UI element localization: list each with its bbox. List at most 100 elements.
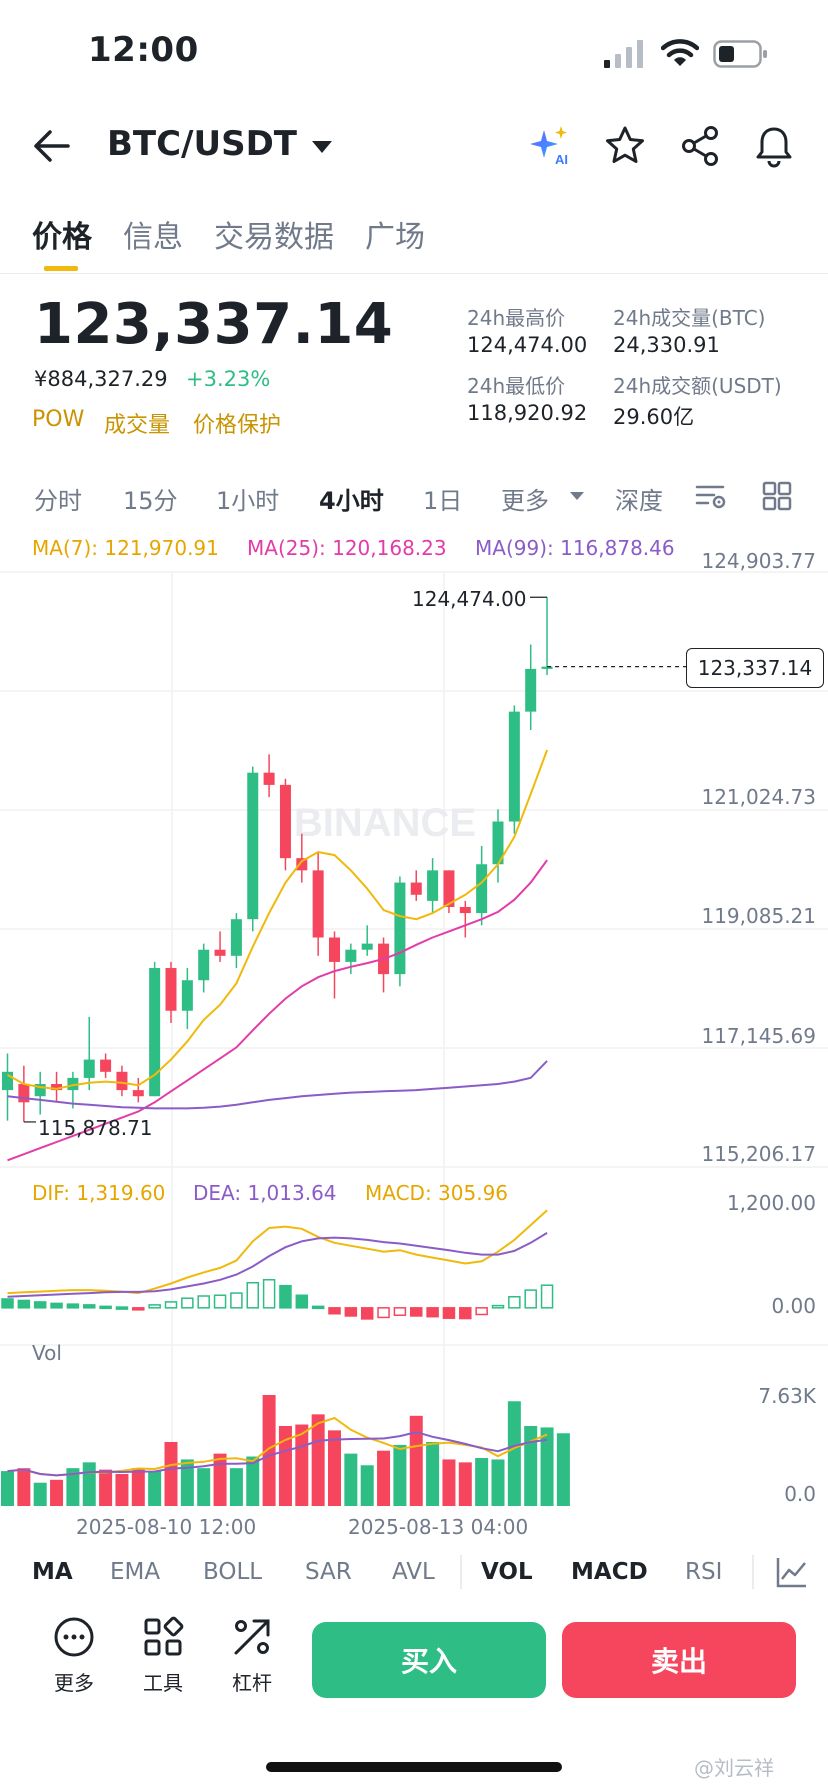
indicator-avl[interactable]: AVL bbox=[392, 1559, 435, 1585]
macd-bar-23 bbox=[377, 1307, 390, 1319]
favorite-star-icon[interactable] bbox=[603, 124, 647, 168]
indicator-sar[interactable]: SAR bbox=[305, 1559, 352, 1585]
vol-bar-12 bbox=[197, 1468, 211, 1506]
pair-dropdown-caret-icon[interactable] bbox=[311, 140, 333, 154]
vol-bar-2 bbox=[33, 1482, 47, 1506]
pair-title[interactable]: BTC/USDT bbox=[107, 124, 297, 164]
vol-bar-5 bbox=[82, 1462, 96, 1506]
candle-body-21 bbox=[345, 949, 357, 962]
macd-bar-1 bbox=[17, 1299, 31, 1309]
macd-bar-30 bbox=[491, 1304, 505, 1309]
tab-price[interactable]: 价格 bbox=[32, 220, 92, 255]
vol-bar-19 bbox=[311, 1414, 325, 1506]
ma7-line bbox=[7, 749, 549, 1090]
tag-price-protection[interactable]: 价格保护 bbox=[193, 413, 282, 438]
candle-body-24 bbox=[394, 882, 406, 975]
candle-body-1 bbox=[18, 1084, 30, 1103]
chart-settings-icon[interactable] bbox=[694, 480, 726, 512]
share-icon[interactable] bbox=[678, 124, 722, 168]
macd-bar-8 bbox=[132, 1307, 145, 1311]
back-arrow-icon[interactable] bbox=[32, 128, 72, 164]
indicator-ema[interactable]: EMA bbox=[110, 1559, 161, 1585]
macd-bar-7 bbox=[115, 1306, 129, 1310]
buy-button[interactable]: 买入 bbox=[312, 1622, 546, 1698]
leverage-label[interactable]: 杠杆 bbox=[232, 1671, 272, 1695]
tools-label[interactable]: 工具 bbox=[143, 1671, 183, 1695]
macd-bar-9 bbox=[148, 1304, 161, 1309]
stat-high-value: 124,474.00 bbox=[467, 333, 588, 357]
macd-legend: MACD: 305.96 bbox=[365, 1181, 509, 1205]
stat-vol-usdt-label: 24h成交额(USDT) bbox=[613, 374, 782, 398]
vol-bar-15 bbox=[246, 1456, 260, 1506]
vol-bar-14 bbox=[229, 1468, 243, 1506]
interval-4h[interactable]: 4小时 bbox=[319, 487, 384, 515]
indicator-macd[interactable]: MACD bbox=[571, 1559, 648, 1585]
layout-grid-icon[interactable] bbox=[762, 481, 792, 511]
interval-1d[interactable]: 1日 bbox=[423, 487, 463, 515]
interval-depth[interactable]: 深度 bbox=[615, 487, 663, 515]
vol-bar-9 bbox=[148, 1471, 162, 1506]
macd-bar-27 bbox=[442, 1307, 456, 1319]
macd-bar-22 bbox=[360, 1307, 374, 1320]
stat-vol-usdt-value: 29.60亿 bbox=[613, 405, 695, 429]
macd-bar-29 bbox=[475, 1307, 488, 1316]
home-indicator[interactable] bbox=[266, 1762, 562, 1772]
price-chart[interactable]: BINANCE bbox=[0, 525, 828, 1515]
y-tick-2: 121,024.73 bbox=[701, 785, 816, 809]
tab-info[interactable]: 信息 bbox=[123, 220, 183, 255]
macd-bar-24 bbox=[393, 1307, 407, 1316]
tab-square[interactable]: 广场 bbox=[365, 220, 425, 255]
alert-bell-icon[interactable] bbox=[752, 124, 796, 168]
vol-bar-28 bbox=[458, 1462, 472, 1506]
interval-time[interactable]: 分时 bbox=[34, 487, 82, 515]
current-price-tag[interactable]: 123,337.14 bbox=[686, 648, 824, 688]
candle-body-20 bbox=[329, 937, 340, 962]
indicator-boll[interactable]: BOLL bbox=[203, 1559, 263, 1585]
macd-bar-21 bbox=[344, 1307, 358, 1317]
dif-line bbox=[7, 1209, 548, 1295]
macd-tick-2: 0.00 bbox=[771, 1294, 816, 1318]
indicator-settings-icon[interactable] bbox=[775, 1555, 809, 1589]
stat-low-value: 118,920.92 bbox=[467, 401, 588, 425]
vol-tick-1: 7.63K bbox=[758, 1384, 816, 1408]
vol-bar-13 bbox=[213, 1453, 227, 1506]
indicator-divider-2 bbox=[752, 1555, 754, 1589]
interval-15m[interactable]: 15分 bbox=[123, 487, 178, 515]
change-percent: +3.23% bbox=[186, 367, 271, 391]
macd-bar-3 bbox=[50, 1302, 63, 1309]
leverage-icon[interactable] bbox=[230, 1615, 274, 1659]
indicator-vol[interactable]: VOL bbox=[481, 1559, 533, 1585]
vol-bar-1 bbox=[17, 1468, 31, 1506]
macd-bar-5 bbox=[83, 1304, 96, 1309]
sell-button[interactable]: 卖出 bbox=[562, 1622, 796, 1698]
y-tick-4: 117,145.69 bbox=[701, 1024, 816, 1048]
interval-more[interactable]: 更多 bbox=[501, 487, 549, 515]
macd-tick-1: 1,200.00 bbox=[726, 1191, 816, 1215]
vol-ma10-line bbox=[7, 1431, 548, 1477]
ma25-line bbox=[7, 859, 548, 1162]
tools-icon[interactable] bbox=[141, 1615, 185, 1659]
svg-text:AI: AI bbox=[555, 152, 568, 167]
interval-1h[interactable]: 1小时 bbox=[216, 487, 280, 515]
tag-volume[interactable]: 成交量 bbox=[104, 413, 171, 438]
vol-bar-21 bbox=[344, 1453, 358, 1506]
vol-bar-30 bbox=[491, 1459, 505, 1506]
ai-sparkle-icon[interactable]: AI bbox=[528, 124, 572, 168]
stat-high-label: 24h最高价 bbox=[467, 306, 566, 330]
tab-trading-data[interactable]: 交易数据 bbox=[214, 220, 334, 255]
macd-bar-32 bbox=[524, 1289, 537, 1309]
indicator-ma[interactable]: MA bbox=[32, 1559, 73, 1585]
more-label[interactable]: 更多 bbox=[54, 1671, 94, 1695]
macd-bar-4 bbox=[66, 1303, 80, 1309]
x-tick-1: 2025-08-10 12:00 bbox=[76, 1515, 257, 1539]
active-tab-indicator bbox=[44, 266, 78, 271]
more-icon[interactable] bbox=[52, 1615, 96, 1659]
vol-bar-27 bbox=[442, 1459, 456, 1506]
tag-pow[interactable]: POW bbox=[32, 407, 85, 432]
macd-bar-0 bbox=[1, 1298, 14, 1309]
vol-bar-22 bbox=[360, 1465, 374, 1506]
candle-body-7 bbox=[116, 1071, 128, 1091]
more-caret-icon[interactable] bbox=[569, 491, 585, 501]
indicator-rsi[interactable]: RSI bbox=[685, 1559, 723, 1585]
wifi-icon bbox=[661, 39, 699, 66]
